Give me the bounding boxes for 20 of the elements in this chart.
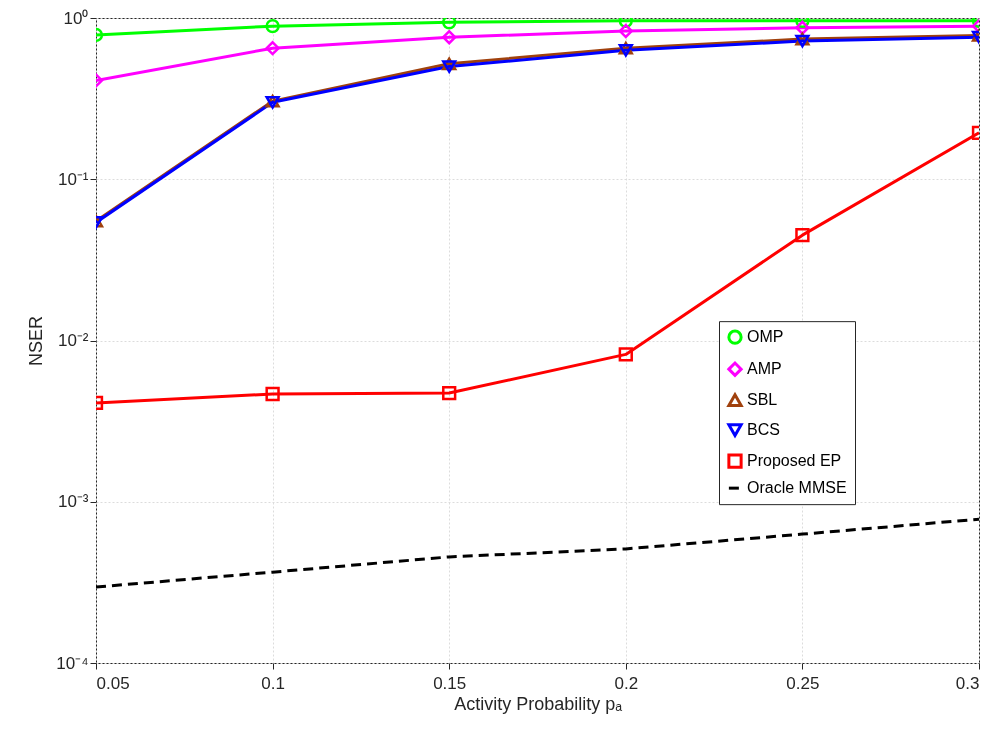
legend-label: Proposed EP xyxy=(747,452,842,470)
x-tick-label: 0.1 xyxy=(261,673,285,693)
y-axis-title: NSER xyxy=(26,315,47,367)
y-tick-label: 10⁰ xyxy=(63,8,89,28)
legend-label: OMP xyxy=(747,328,784,346)
y-tick-label: 10⁻³ xyxy=(57,492,89,512)
y-tick-label: 10⁻⁴ xyxy=(56,653,89,673)
legend-label: AMP xyxy=(747,360,782,378)
x-tick-label: 0.2 xyxy=(614,673,639,693)
x-tick-label: 0.25 xyxy=(786,673,820,693)
y-tick-label: 10⁻¹ xyxy=(57,169,89,189)
legend-label: SBL xyxy=(747,391,778,409)
x-axis-title: Activity Probability pₐ xyxy=(454,693,623,714)
x-tick-label: 0.05 xyxy=(96,673,130,693)
line-series xyxy=(96,517,979,589)
x-tick-label: 0.3 xyxy=(955,673,980,693)
x-tick-label: 0.15 xyxy=(433,673,467,693)
y-tick-label: 10⁻² xyxy=(57,331,89,350)
legend-label: BCS xyxy=(747,421,780,439)
legend-label: Oracle MMSE xyxy=(747,479,847,497)
